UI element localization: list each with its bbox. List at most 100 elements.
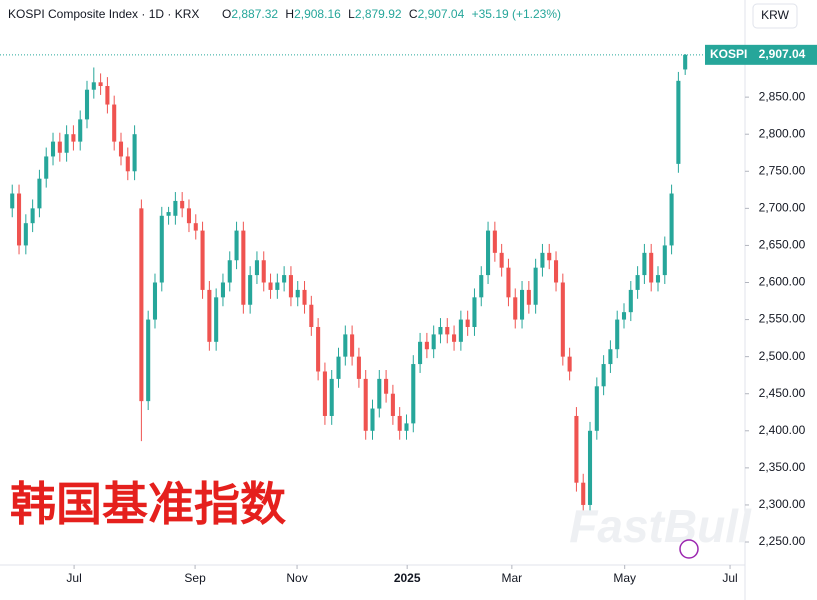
candle-body [486, 230, 491, 276]
candle-body [520, 289, 525, 320]
candle-body [241, 230, 246, 305]
y-tick-label: 2,250.00 [759, 534, 806, 548]
candle-body [465, 319, 470, 327]
x-tick-label: Jul [722, 571, 737, 585]
candle-body [574, 415, 579, 483]
candle-body [37, 178, 42, 209]
currency-button[interactable] [752, 3, 798, 29]
candle-body [309, 304, 314, 327]
candle-body [526, 289, 531, 305]
candle-body [472, 297, 477, 327]
candle-body [336, 356, 341, 379]
value: 2,887.32 [231, 7, 278, 21]
x-tick-label: May [613, 571, 636, 585]
candle-body [587, 430, 593, 505]
candle-body [282, 275, 287, 283]
candle-body [78, 119, 83, 142]
candle-body [662, 245, 667, 276]
candle-body [513, 297, 518, 320]
price-tag-name: KOSPI [710, 47, 747, 61]
candle-body [57, 141, 62, 153]
candle-body [533, 267, 538, 305]
candle-body [139, 208, 144, 402]
candle-body [16, 193, 22, 246]
brand-watermark: FastBull [569, 500, 752, 552]
candle-body [370, 408, 375, 431]
candle-body [159, 215, 164, 283]
candle-body [377, 378, 382, 409]
candle-body [30, 208, 35, 224]
candle-body [655, 275, 661, 283]
candle-body [594, 386, 599, 431]
candle-body [44, 156, 49, 179]
candle-body [112, 104, 117, 142]
candle-body [567, 356, 572, 372]
x-tick-label: Sep [184, 571, 206, 585]
ohlc: O2,887.32 H2,908.16 L2,879.92 C2,907.04 … [222, 7, 561, 21]
value: 2,907.04 [418, 7, 465, 21]
candle-body [152, 282, 158, 320]
currency[interactable]: KRW [761, 8, 789, 22]
value: 2,908.16 [294, 7, 341, 21]
candle-body [581, 482, 586, 505]
candle-body [431, 334, 436, 350]
candle-body [363, 378, 368, 431]
candle-body [322, 371, 327, 416]
candle-body [288, 275, 293, 298]
candle-body [125, 156, 130, 172]
y-tick-label: 2,300.00 [759, 497, 806, 511]
value: 2,879.92 [355, 7, 402, 21]
candle-body [91, 82, 96, 90]
candle-body [200, 230, 205, 290]
event-icon[interactable] [679, 539, 699, 559]
candle-body [499, 252, 504, 268]
candle-body [452, 334, 457, 342]
candle-body [173, 200, 178, 216]
candle-body [601, 364, 606, 387]
candle-body [608, 349, 613, 365]
y-tick-label: 2,700.00 [759, 201, 806, 215]
y-tick-label: 2,400.00 [759, 423, 806, 437]
change: +35.19 (+1.23%) [472, 7, 561, 21]
candle-body [193, 223, 198, 231]
price-tag-value: 2,907.04 [759, 47, 806, 61]
label: O [222, 7, 231, 21]
candle-body [146, 319, 151, 402]
candle-body [234, 230, 239, 261]
price-tag [705, 44, 817, 65]
candle-body [492, 230, 497, 253]
candle-body [132, 134, 137, 172]
y-tick-label: 2,850.00 [759, 89, 806, 103]
candle-body [669, 193, 674, 246]
candle-body [214, 297, 219, 342]
candle-body [438, 326, 443, 335]
candle-body [418, 341, 423, 365]
x-tick-label: 2025 [394, 571, 421, 585]
candle-body [118, 141, 124, 157]
candle-body [302, 289, 307, 305]
label: H [285, 7, 294, 21]
candle-body [628, 289, 633, 313]
x-tick-label: Nov [286, 571, 307, 585]
candle-body [227, 260, 232, 283]
candle-body [248, 275, 253, 305]
candle-body [642, 252, 647, 276]
candle-body [186, 208, 192, 224]
candle-body [329, 378, 334, 416]
candle-body [180, 200, 185, 209]
y-tick-label: 2,450.00 [759, 386, 806, 400]
x-tick-label: Jul [66, 571, 81, 585]
label: L [348, 7, 355, 21]
candle-body [390, 393, 395, 416]
candle-body [683, 54, 688, 70]
candle-body [404, 423, 409, 431]
y-tick-label: 2,650.00 [759, 238, 806, 252]
candle-body [384, 378, 389, 394]
candle-body [84, 89, 90, 120]
candle-body [71, 134, 76, 142]
candle-body [479, 275, 484, 298]
candle-body [424, 341, 429, 350]
candle-body [10, 193, 15, 209]
candle-body [356, 356, 361, 379]
candle-body [316, 326, 321, 372]
